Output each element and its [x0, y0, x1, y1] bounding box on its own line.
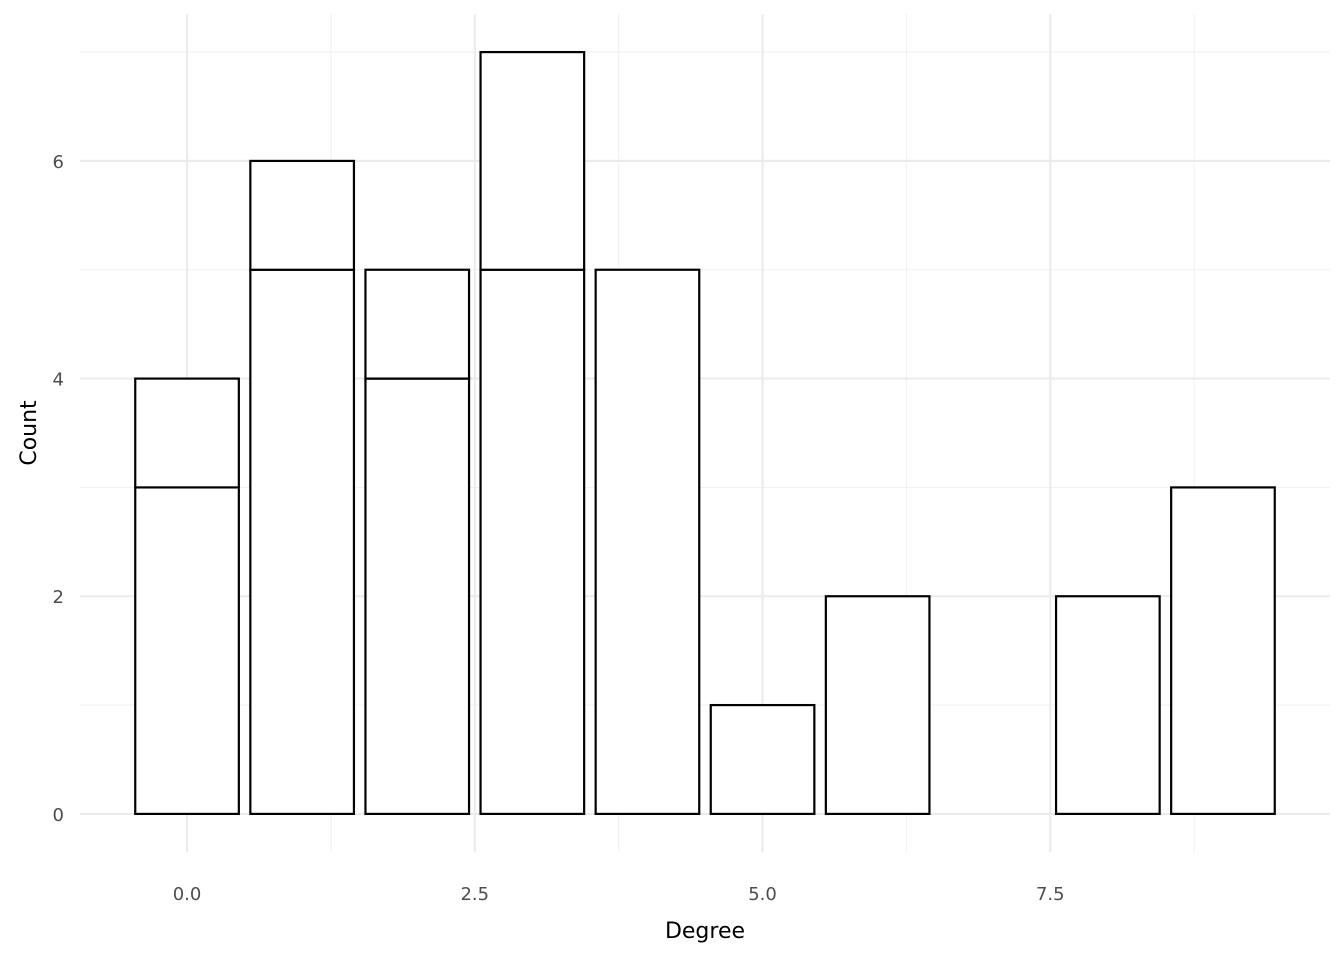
bar-segment	[364, 268, 471, 380]
bar-segment	[594, 268, 701, 816]
bar-segment	[709, 703, 816, 816]
bar-segment	[134, 486, 240, 816]
y-axis-title: Count	[17, 400, 42, 466]
bar-segment	[1170, 486, 1276, 816]
bar-segment	[249, 268, 356, 816]
bar-segment	[249, 159, 356, 271]
x-tick-label: 5.0	[748, 884, 777, 905]
bar-segment	[134, 377, 240, 489]
x-tick-label: 7.5	[1036, 884, 1065, 905]
bar-segment	[479, 268, 586, 816]
bar-segment	[479, 50, 586, 271]
y-tick-label: 6	[53, 152, 64, 173]
bar-segment	[824, 595, 931, 816]
bar-segment	[1054, 595, 1161, 816]
x-tick-label: 2.5	[460, 884, 489, 905]
y-tick-label: 4	[53, 370, 64, 391]
bars	[134, 50, 1276, 816]
tick-labels: 0.0 2.5 5.0 7.5 0 2 4 6	[53, 152, 1065, 905]
y-tick-label: 2	[53, 587, 64, 608]
y-tick-label: 0	[53, 805, 64, 826]
x-tick-label: 0.0	[173, 884, 202, 905]
bar-segment	[364, 377, 471, 816]
x-axis-title: Degree	[665, 919, 745, 944]
